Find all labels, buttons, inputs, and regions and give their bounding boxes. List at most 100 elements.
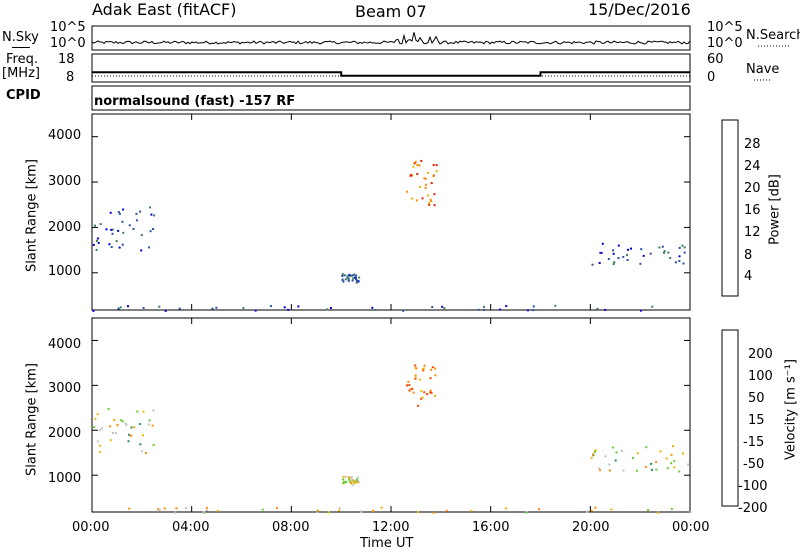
- nsky-panel-frame: [91, 25, 691, 51]
- power-echo: [353, 273, 356, 276]
- velocity-echo: [128, 433, 131, 436]
- velocity-echo: [505, 507, 507, 510]
- velocity-echo: [655, 461, 658, 464]
- power-echo: [532, 309, 534, 312]
- velocity-cbar-tick: 50: [748, 391, 765, 406]
- power-echo: [591, 263, 594, 266]
- date-title: 15/Dec/2016: [588, 0, 691, 19]
- power-echo: [682, 262, 685, 265]
- velocity-echo: [598, 467, 601, 470]
- velocity-echo: [426, 393, 429, 396]
- velocity-echo: [107, 408, 110, 410]
- velocity-echo: [380, 506, 383, 509]
- power-echo: [351, 279, 354, 282]
- power-echo: [150, 213, 153, 216]
- velocity-echo: [148, 419, 151, 422]
- velocity-echo: [357, 480, 360, 483]
- power-echo: [431, 306, 434, 309]
- power-echo: [429, 198, 432, 201]
- velocity-echo: [434, 374, 437, 377]
- velocity-echo: [124, 422, 127, 425]
- power-cbar-tick: 12: [744, 225, 761, 240]
- velocity-ytick: 4000: [48, 337, 82, 352]
- velocity-echo: [423, 364, 426, 367]
- power-echo: [215, 306, 218, 309]
- power-echo: [344, 278, 347, 281]
- velocity-echo: [645, 446, 648, 449]
- power-echo: [441, 305, 444, 308]
- power-echo: [430, 200, 433, 202]
- velocity-echo: [350, 479, 353, 482]
- velocity-echo: [127, 440, 130, 443]
- power-echo: [419, 186, 422, 188]
- power-echo: [346, 276, 349, 279]
- power-echo: [139, 210, 142, 213]
- velocity-echo: [420, 389, 423, 392]
- velocity-echo: [157, 508, 160, 511]
- power-echo: [117, 211, 120, 213]
- velocity-echo: [185, 507, 187, 509]
- velocity-echo: [434, 367, 437, 370]
- velocity-echo: [276, 506, 278, 509]
- velocity-echo: [350, 482, 352, 485]
- velocity-echo: [142, 410, 145, 413]
- velocity-echo: [99, 444, 102, 447]
- velocity-panel-frame: [91, 317, 691, 513]
- velocity-echo: [205, 506, 208, 509]
- power-cbar-tick: 4: [744, 269, 753, 284]
- power-echo: [428, 203, 431, 206]
- power-echo: [612, 263, 615, 266]
- velocity-echo: [429, 389, 432, 392]
- velocity-echo: [414, 375, 417, 378]
- power-echo: [140, 249, 143, 252]
- power-echo: [613, 261, 616, 264]
- velocity-cbar-tick: 200: [748, 347, 773, 362]
- power-echo: [424, 177, 427, 180]
- power-echo: [651, 305, 654, 308]
- nave-tick-top: 60: [707, 52, 724, 67]
- power-echo: [128, 224, 131, 227]
- nsearch-label: N.Search: [746, 28, 800, 43]
- velocity-echo: [348, 480, 351, 483]
- power-echo: [661, 245, 664, 248]
- power-panel-frame: [91, 113, 691, 311]
- power-echo: [347, 279, 350, 282]
- velocity-echo: [372, 510, 374, 513]
- velocity-echo: [152, 409, 155, 412]
- velocity-echo: [434, 394, 436, 397]
- velocity-echo: [419, 378, 422, 381]
- xtick: 16:00: [472, 520, 510, 535]
- power-echo: [435, 170, 438, 173]
- power-echo: [158, 305, 161, 308]
- velocity-echo: [261, 508, 264, 511]
- velocity-echo: [620, 450, 623, 452]
- power-echo: [111, 228, 114, 231]
- velocity-echo: [407, 380, 410, 383]
- velocity-echo: [651, 468, 653, 471]
- power-echo: [596, 307, 599, 310]
- power-echo: [341, 275, 344, 277]
- power-echo: [254, 309, 257, 312]
- velocity-echo: [145, 452, 147, 454]
- velocity-echo: [128, 507, 131, 510]
- power-echo: [612, 252, 615, 255]
- velocity-echo: [599, 469, 601, 472]
- power-colorbar-frame: [721, 119, 739, 297]
- velocity-echo: [594, 506, 597, 509]
- power-echo: [96, 237, 99, 240]
- velocity-echo: [355, 478, 358, 481]
- power-echo: [109, 211, 112, 214]
- nsky-tick-top: 10^5: [50, 20, 86, 35]
- power-echo: [211, 307, 214, 310]
- power-echo: [413, 162, 416, 165]
- velocity-echo: [644, 466, 647, 468]
- velocity-echo: [445, 509, 448, 512]
- velocity-echo: [670, 453, 673, 456]
- velocity-echo: [408, 384, 411, 387]
- velocity-echo: [99, 428, 102, 431]
- power-ytick: 1000: [48, 264, 82, 279]
- velocity-echo: [327, 511, 330, 514]
- velocity-echo: [130, 426, 133, 429]
- power-echo: [148, 246, 151, 249]
- velocity-echo: [141, 450, 143, 453]
